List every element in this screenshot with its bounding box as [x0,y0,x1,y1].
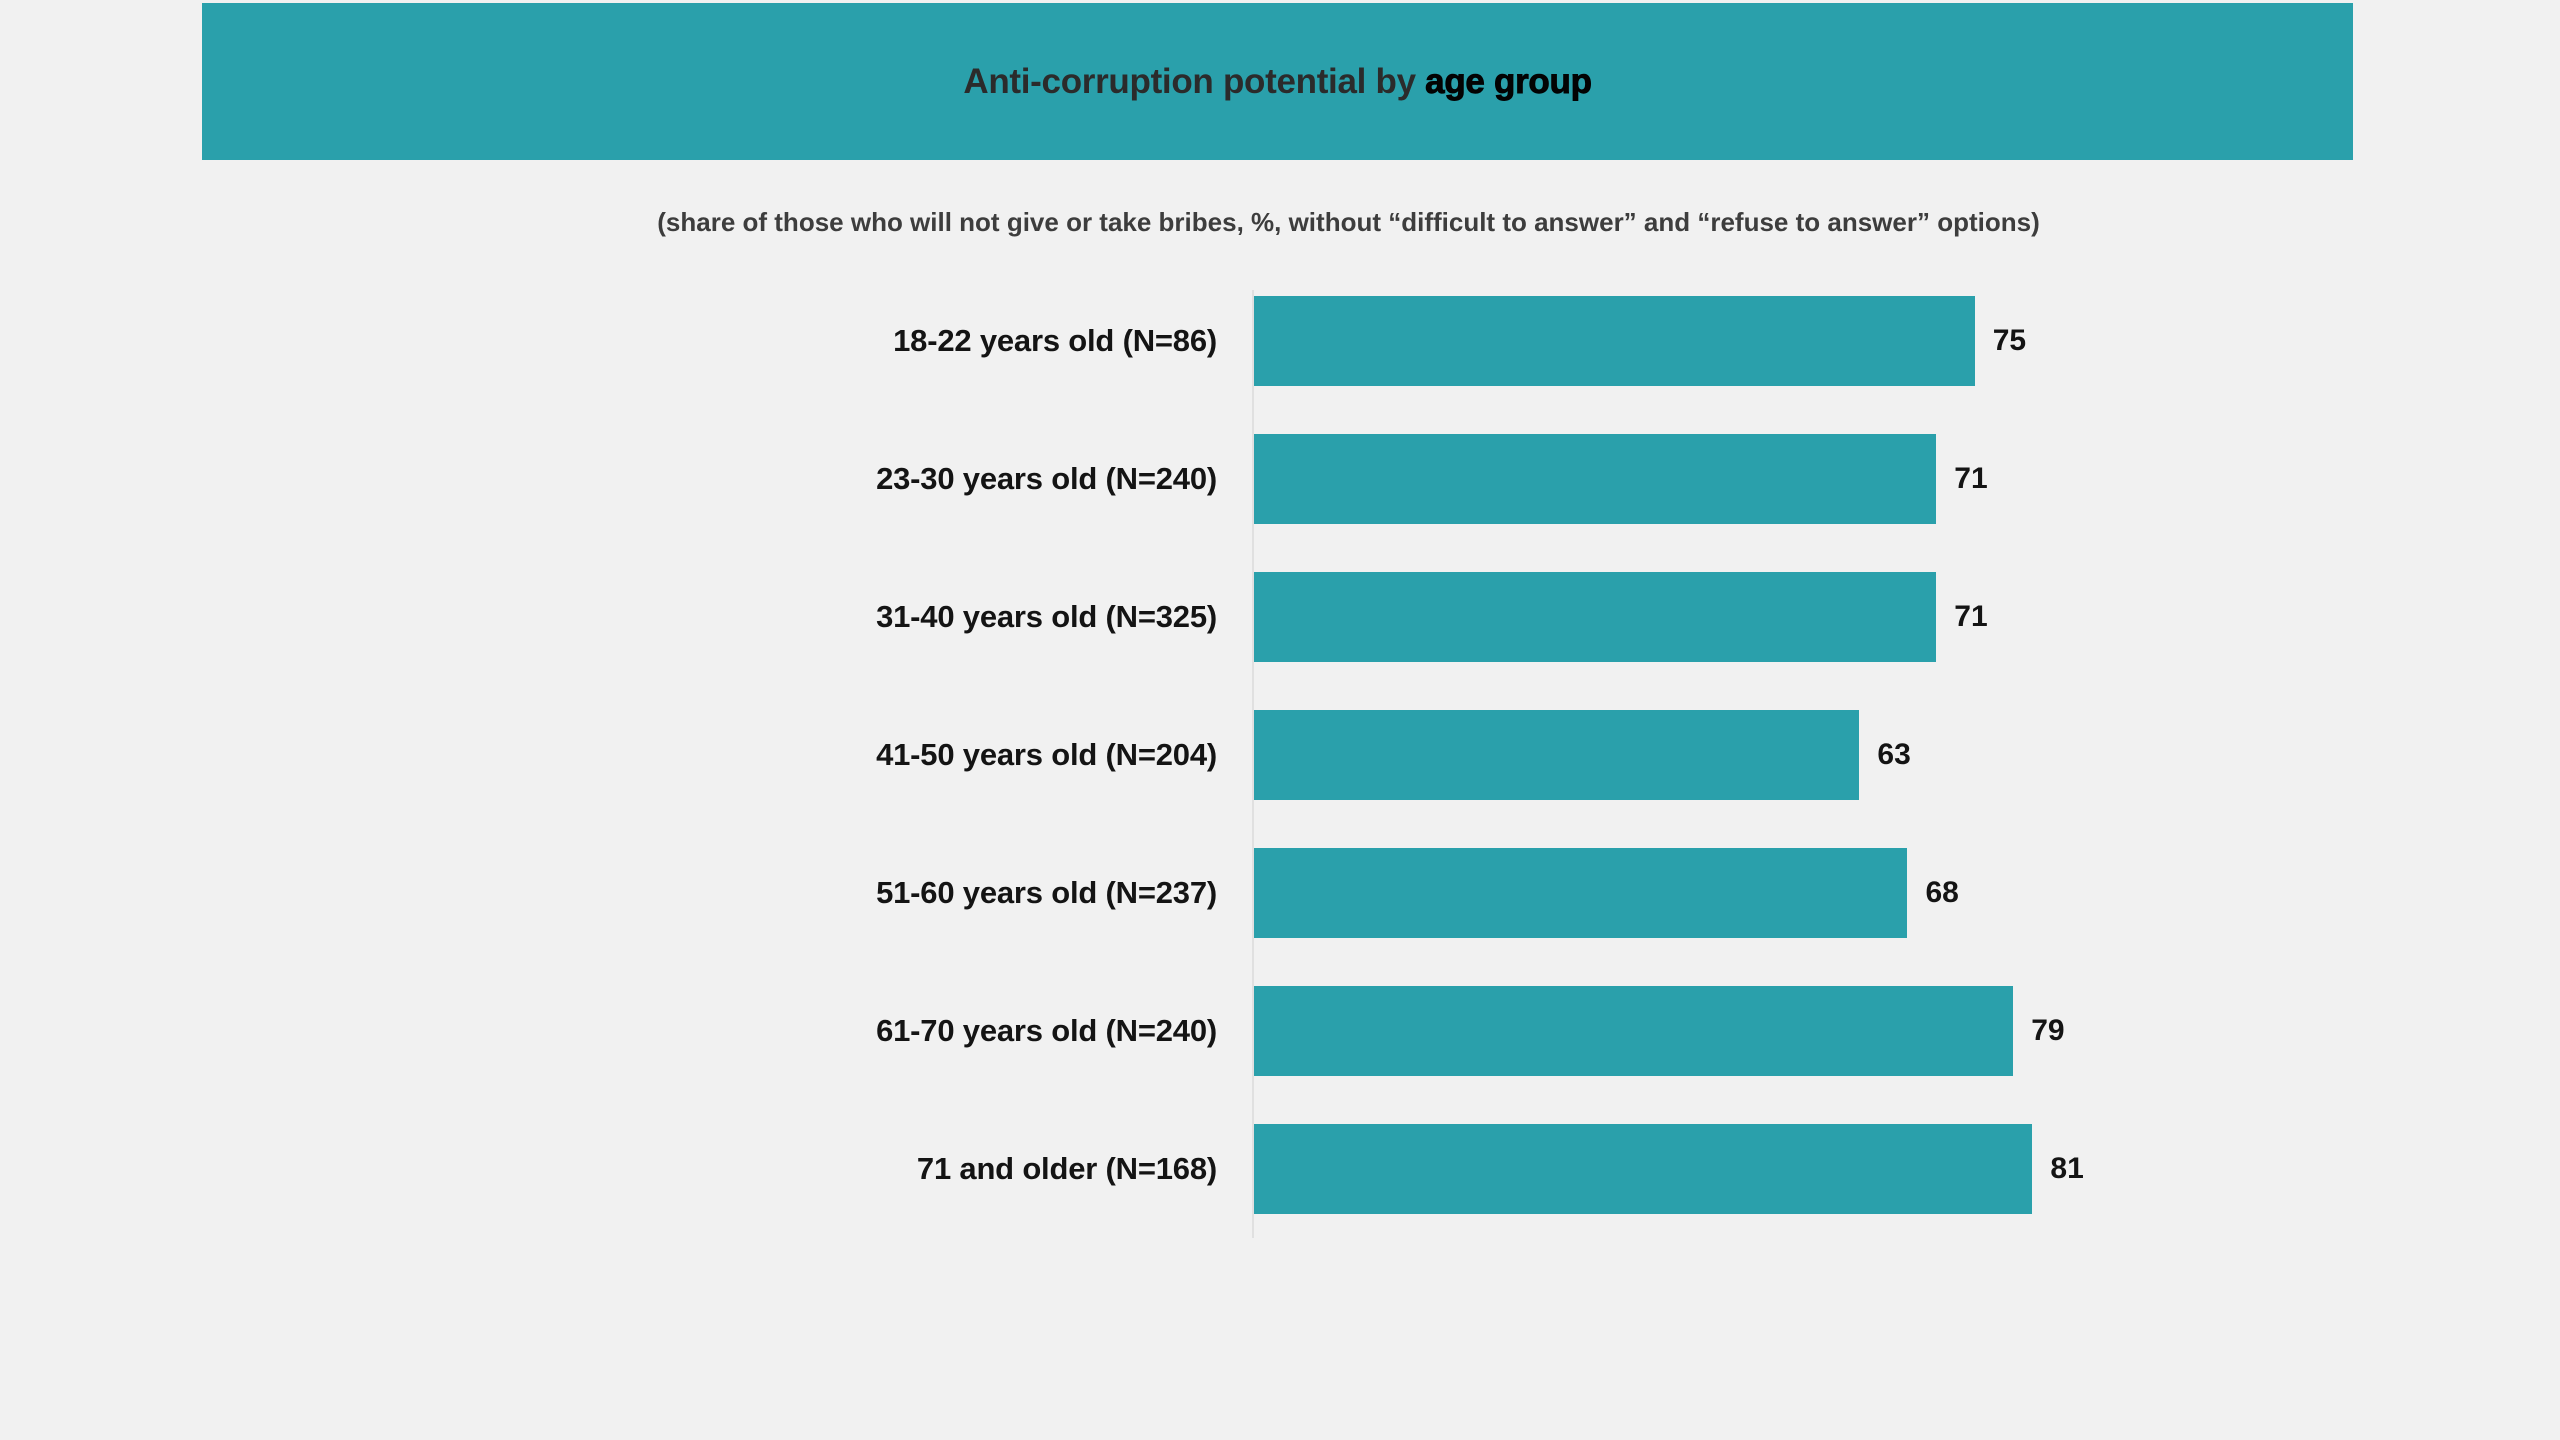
y-axis-line [1252,290,1254,1238]
chart-title: Anti-corruption potential by age group [963,61,1593,102]
value-label: 71 [1954,462,1988,495]
bar-track: 71 [1254,572,2215,662]
value-label: 71 [1954,600,1988,633]
bar-row: 61-70 years old (N=240) 79 [360,962,2215,1100]
value-label: 79 [2031,1014,2065,1047]
bar-track: 81 [1254,1124,2215,1214]
chart-title-emphasis: age group [1425,61,1593,101]
bar-track: 79 [1254,986,2215,1076]
value-label: 81 [2050,1152,2084,1185]
bar [1254,572,1937,662]
bar-track: 71 [1254,434,2215,524]
bar [1254,434,1937,524]
category-label: 41-50 years old (N=204) [876,737,1217,772]
category-label: 18-22 years old (N=86) [893,323,1217,358]
bar [1254,296,1975,386]
bar-row: 41-50 years old (N=204) 63 [360,686,2215,824]
value-label: 63 [1877,738,1911,771]
bar-chart: 18-22 years old (N=86) 75 23-30 years ol… [360,272,2215,1238]
bar [1254,848,1908,938]
bar-track: 75 [1254,296,2215,386]
bar [1254,710,1860,800]
chart-subtitle: (share of those who will not give or tak… [657,207,2040,237]
bar-row: 18-22 years old (N=86) 75 [360,272,2215,410]
chart-title-banner: Anti-corruption potential by age group [202,3,2353,160]
bar [1254,986,2014,1076]
category-label: 23-30 years old (N=240) [876,461,1217,496]
category-label: 61-70 years old (N=240) [876,1013,1217,1048]
bar-row: 71 and older (N=168) 81 [360,1100,2215,1238]
bar-row: 51-60 years old (N=237) 68 [360,824,2215,962]
value-label: 75 [1992,324,2027,357]
category-label: 71 and older (N=168) [916,1151,1217,1186]
bar [1254,1124,2033,1214]
value-label: 68 [1925,876,1959,909]
bar-row: 23-30 years old (N=240) 71 [360,410,2215,548]
bar-track: 63 [1254,710,2215,800]
bar-track: 68 [1254,848,2215,938]
chart-title-prefix: Anti-corruption potential by [963,61,1426,101]
category-label: 51-60 years old (N=237) [876,875,1217,910]
bar-row: 31-40 years old (N=325) 71 [360,548,2215,686]
category-label: 31-40 years old (N=325) [876,599,1217,634]
